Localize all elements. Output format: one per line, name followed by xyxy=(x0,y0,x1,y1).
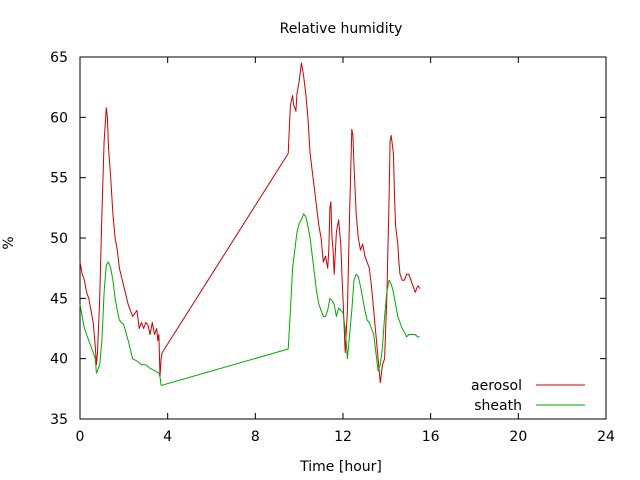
legend: aerosol sheath xyxy=(471,378,585,414)
y-tick-label: 60 xyxy=(50,110,68,126)
x-tick-label: 20 xyxy=(509,429,527,445)
x-tick-label: 4 xyxy=(163,429,172,445)
y-axis-label: % xyxy=(1,236,17,249)
y-tick-label: 65 xyxy=(50,50,68,66)
axis-ticks xyxy=(79,56,607,420)
series-layer xyxy=(79,62,421,386)
y-tick-label: 50 xyxy=(50,231,68,247)
x-tick-label: 8 xyxy=(251,429,260,445)
legend-label-sheath: sheath xyxy=(474,398,522,414)
x-axis-label: Time [hour] xyxy=(299,459,382,475)
y-tick-label: 35 xyxy=(50,412,68,428)
series-line-aerosol xyxy=(79,62,421,384)
y-tick-label: 45 xyxy=(50,291,68,307)
axis-tick-labels: 0 4 8 12 16 20 24 35 40 45 50 55 60 65 xyxy=(50,50,615,445)
x-tick-label: 0 xyxy=(76,429,85,445)
legend-label-aerosol: aerosol xyxy=(471,378,522,394)
plot-frame xyxy=(79,56,607,420)
x-tick-label: 16 xyxy=(422,429,440,445)
y-tick-label: 40 xyxy=(50,352,68,368)
x-tick-label: 24 xyxy=(597,429,615,445)
series-line-sheath xyxy=(79,213,420,386)
x-tick-label: 12 xyxy=(334,429,352,445)
chart-title: Relative humidity xyxy=(280,21,403,37)
y-tick-label: 55 xyxy=(50,171,68,187)
